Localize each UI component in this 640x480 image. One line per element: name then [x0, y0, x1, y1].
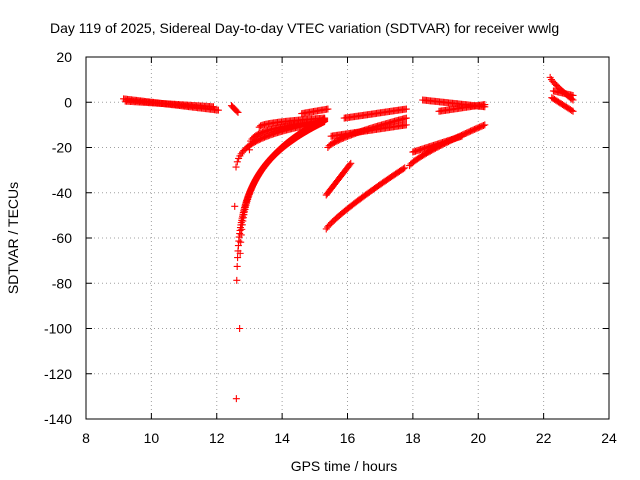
x-tick-label: 14	[274, 430, 290, 446]
y-tick-label: -140	[44, 411, 72, 427]
data-point	[458, 132, 466, 140]
data-point	[324, 105, 332, 113]
x-tick-label: 12	[209, 430, 225, 446]
series-arc2	[121, 97, 217, 111]
data-point	[481, 101, 489, 109]
data-point	[231, 202, 239, 210]
series-arc14	[340, 105, 410, 122]
data-point	[346, 161, 354, 169]
data-point	[479, 121, 487, 129]
data-point	[236, 325, 244, 332]
y-tick-label: 20	[56, 49, 72, 65]
data-point	[347, 159, 355, 167]
series-arc18	[435, 101, 489, 115]
y-tick-label: -60	[52, 230, 72, 246]
series-arc6	[231, 119, 325, 210]
data-point	[236, 249, 244, 257]
data-point	[233, 276, 241, 284]
data-point	[399, 165, 407, 173]
data-point	[233, 262, 241, 270]
data-point	[401, 164, 409, 172]
data-point	[233, 107, 241, 115]
series-arc5	[236, 117, 329, 332]
data-point	[402, 105, 410, 113]
x-tick-label: 10	[144, 430, 160, 446]
data-point	[237, 238, 245, 246]
data-point	[402, 114, 410, 122]
data-point	[232, 163, 240, 171]
data-point	[568, 106, 576, 114]
data-point	[214, 106, 222, 114]
chart-title: Day 119 of 2025, Sidereal Day-to-day VTE…	[50, 20, 559, 36]
series-arc10	[322, 159, 355, 199]
x-axis-label: GPS time / hours	[291, 458, 398, 474]
data-markers	[120, 73, 577, 403]
y-tick-label: -40	[52, 185, 72, 201]
data-point	[569, 91, 577, 99]
x-tick-label: 24	[601, 430, 617, 446]
x-tick-label: 8	[82, 430, 90, 446]
data-point	[233, 158, 241, 166]
data-point	[569, 107, 577, 115]
data-point	[234, 254, 242, 262]
series-arc20	[548, 94, 577, 115]
series-arc13	[327, 121, 410, 140]
series-arc11	[322, 164, 409, 233]
series-arc3	[227, 102, 242, 116]
x-tick-label: 20	[470, 430, 486, 446]
series-arc4	[232, 115, 329, 403]
axis-ticks: 8 10 12 14 16 18 20 22 24 20 0 -20 -40 -60 -80 -100 -120…	[44, 49, 617, 446]
y-tick-label: -20	[52, 140, 72, 156]
x-tick-label: 16	[340, 430, 356, 446]
data-point	[402, 121, 410, 129]
y-tick-label: -80	[52, 275, 72, 291]
y-tick-label: -100	[44, 321, 72, 337]
y-axis-label: SDTVAR / TECUs	[5, 182, 21, 294]
data-point	[481, 121, 489, 129]
data-point	[232, 395, 240, 403]
data-point	[234, 108, 242, 116]
y-tick-label: 0	[64, 94, 72, 110]
grid	[86, 57, 609, 419]
x-tick-label: 22	[536, 430, 552, 446]
series-arc8	[255, 114, 329, 131]
data-point	[321, 114, 329, 122]
x-tick-label: 18	[405, 430, 421, 446]
data-point	[209, 103, 217, 111]
series-arc9	[298, 105, 332, 118]
series-arc15	[406, 121, 489, 170]
series-arc16	[409, 132, 466, 156]
series-arc21	[549, 87, 577, 99]
data-point	[245, 146, 253, 154]
y-tick-label: -120	[44, 366, 72, 382]
